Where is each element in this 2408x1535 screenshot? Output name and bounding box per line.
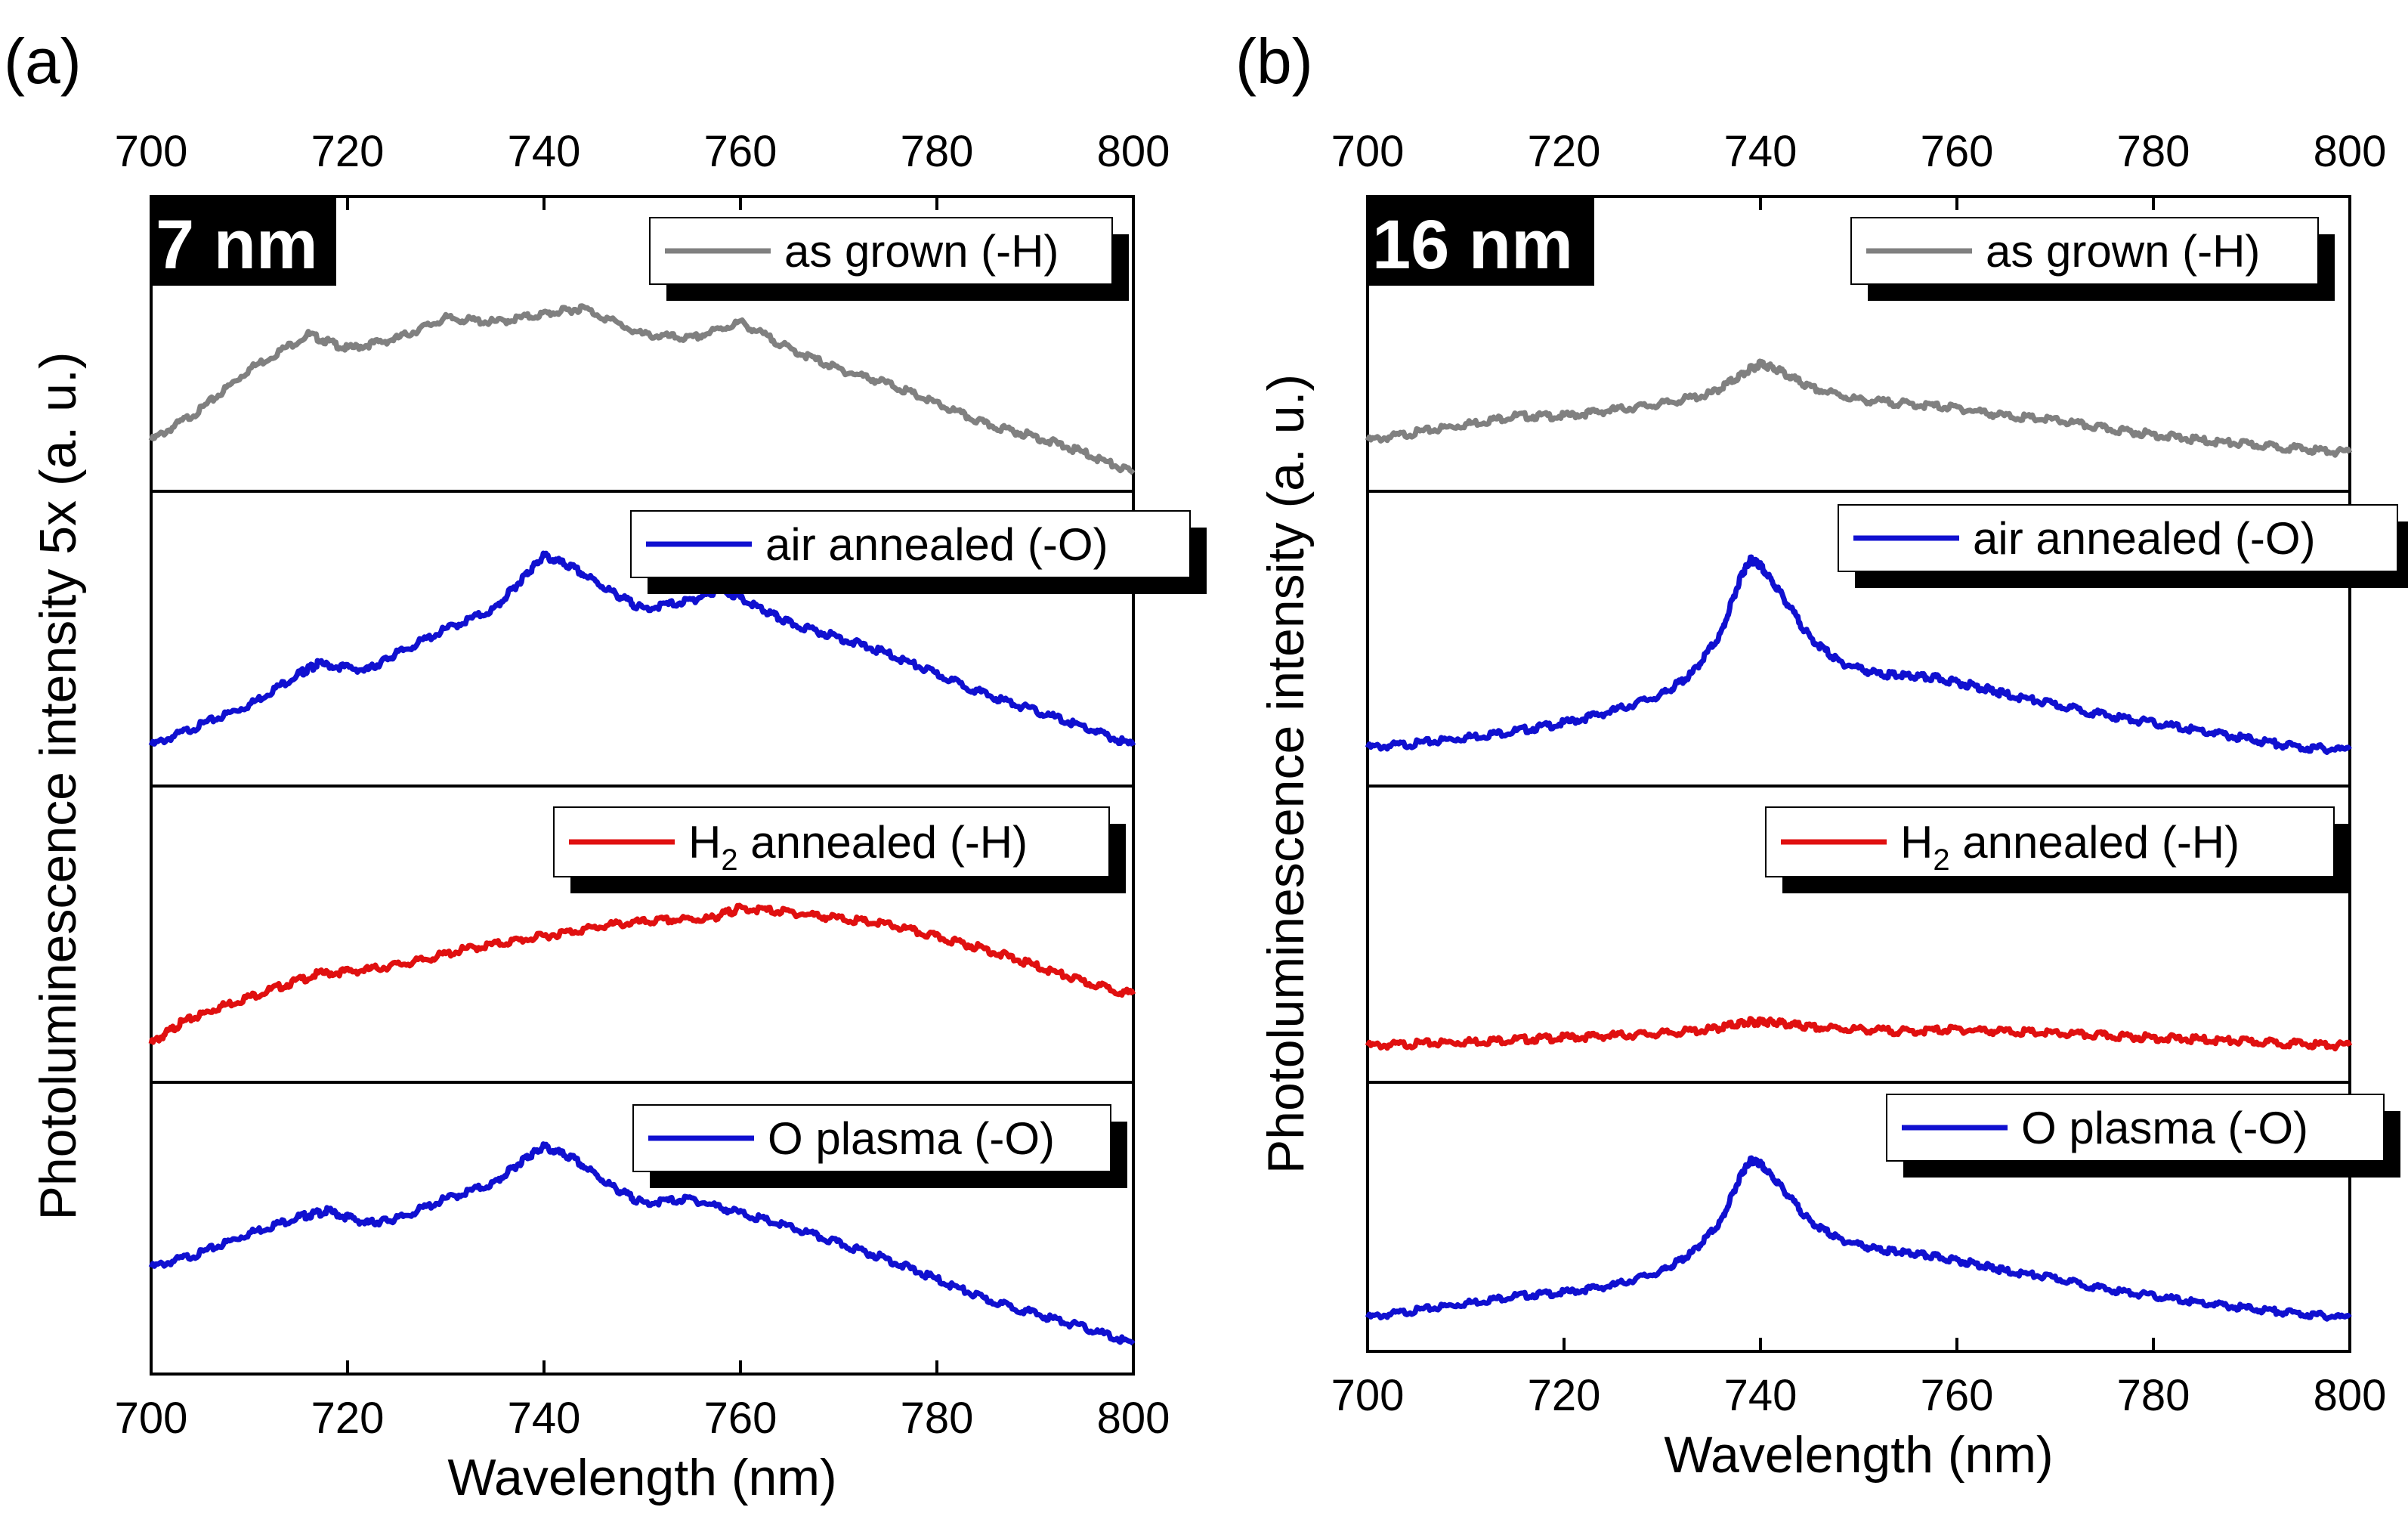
x-tick-label-bottom: 740 bbox=[508, 1394, 581, 1443]
x-tick-label-top: 800 bbox=[2314, 127, 2387, 176]
x-tick-label-bottom: 780 bbox=[2117, 1371, 2190, 1420]
series-line-2 bbox=[1365, 1016, 2353, 1052]
legend-label: H2 annealed (-H) bbox=[1900, 817, 2240, 877]
x-axis-title: Wavelength (nm) bbox=[1664, 1426, 2053, 1484]
legend-label: air annealed (-O) bbox=[765, 519, 1108, 570]
x-tick-label-bottom: 700 bbox=[1331, 1371, 1405, 1420]
legend-label: O plasma (-O) bbox=[2021, 1103, 2308, 1153]
x-axis-title: Wavelength (nm) bbox=[447, 1449, 836, 1506]
x-tick-label-bottom: 800 bbox=[1097, 1394, 1170, 1443]
size-badge bbox=[151, 197, 336, 286]
x-tick-label-top: 700 bbox=[1331, 127, 1405, 176]
x-tick-label-top: 720 bbox=[311, 127, 385, 176]
x-tick-label-top: 740 bbox=[1724, 127, 1797, 176]
legend-label: O plasma (-O) bbox=[768, 1113, 1055, 1164]
x-tick-label-top: 760 bbox=[1921, 127, 1994, 176]
series-line-3 bbox=[1365, 1155, 2352, 1322]
series-line-3 bbox=[148, 1141, 1136, 1346]
x-tick-label-top: 800 bbox=[1097, 127, 1170, 176]
series-line-0 bbox=[148, 303, 1136, 475]
plot-frame bbox=[1366, 195, 2351, 1353]
x-tick-label-top: 740 bbox=[508, 127, 581, 176]
x-tick-label-top: 720 bbox=[1528, 127, 1601, 176]
x-tick-label-bottom: 780 bbox=[901, 1394, 974, 1443]
x-tick-label-bottom: 700 bbox=[115, 1394, 188, 1443]
legend-label: as grown (-H) bbox=[1986, 226, 2260, 277]
series-line-1 bbox=[1365, 554, 2352, 755]
series-line-1 bbox=[148, 550, 1136, 747]
x-tick-label-bottom: 800 bbox=[2314, 1371, 2387, 1420]
legend-label: air annealed (-O) bbox=[1973, 513, 2316, 564]
panel-label: (a) bbox=[4, 26, 82, 97]
y-axis-title: Photoluminescence intensity 5x (a. u.) bbox=[29, 351, 87, 1220]
x-tick-label-bottom: 760 bbox=[1921, 1371, 1994, 1420]
chart-panel-1: (b) 700 700 720 720 740 740 760 760 780 780 800 800 W… bbox=[1235, 26, 2408, 1484]
y-axis-title: Photoluminescence intensity (a. u.) bbox=[1257, 374, 1315, 1174]
x-tick-label-bottom: 720 bbox=[311, 1394, 385, 1443]
x-tick-label-bottom: 720 bbox=[1528, 1371, 1601, 1420]
series-line-0 bbox=[1365, 358, 2353, 458]
chart-panel-0: (a) 700 700 720 720 740 740 760 760 780 780 800 800 W… bbox=[4, 26, 1207, 1506]
x-tick-label-top: 780 bbox=[901, 127, 974, 176]
series-line-2 bbox=[148, 902, 1136, 1045]
legend-label: H2 annealed (-H) bbox=[688, 817, 1028, 877]
x-tick-label-top: 780 bbox=[2117, 127, 2190, 176]
x-tick-label-top: 760 bbox=[704, 127, 777, 176]
size-badge-text: 7 nm bbox=[156, 206, 318, 283]
x-tick-label-bottom: 740 bbox=[1724, 1371, 1797, 1420]
x-tick-label-bottom: 760 bbox=[704, 1394, 777, 1443]
size-badge-text: 16 nm bbox=[1372, 206, 1573, 283]
panel-label: (b) bbox=[1235, 26, 1313, 97]
size-badge bbox=[1368, 197, 1594, 286]
x-tick-label-top: 700 bbox=[115, 127, 188, 176]
legend-label: as grown (-H) bbox=[784, 226, 1059, 277]
